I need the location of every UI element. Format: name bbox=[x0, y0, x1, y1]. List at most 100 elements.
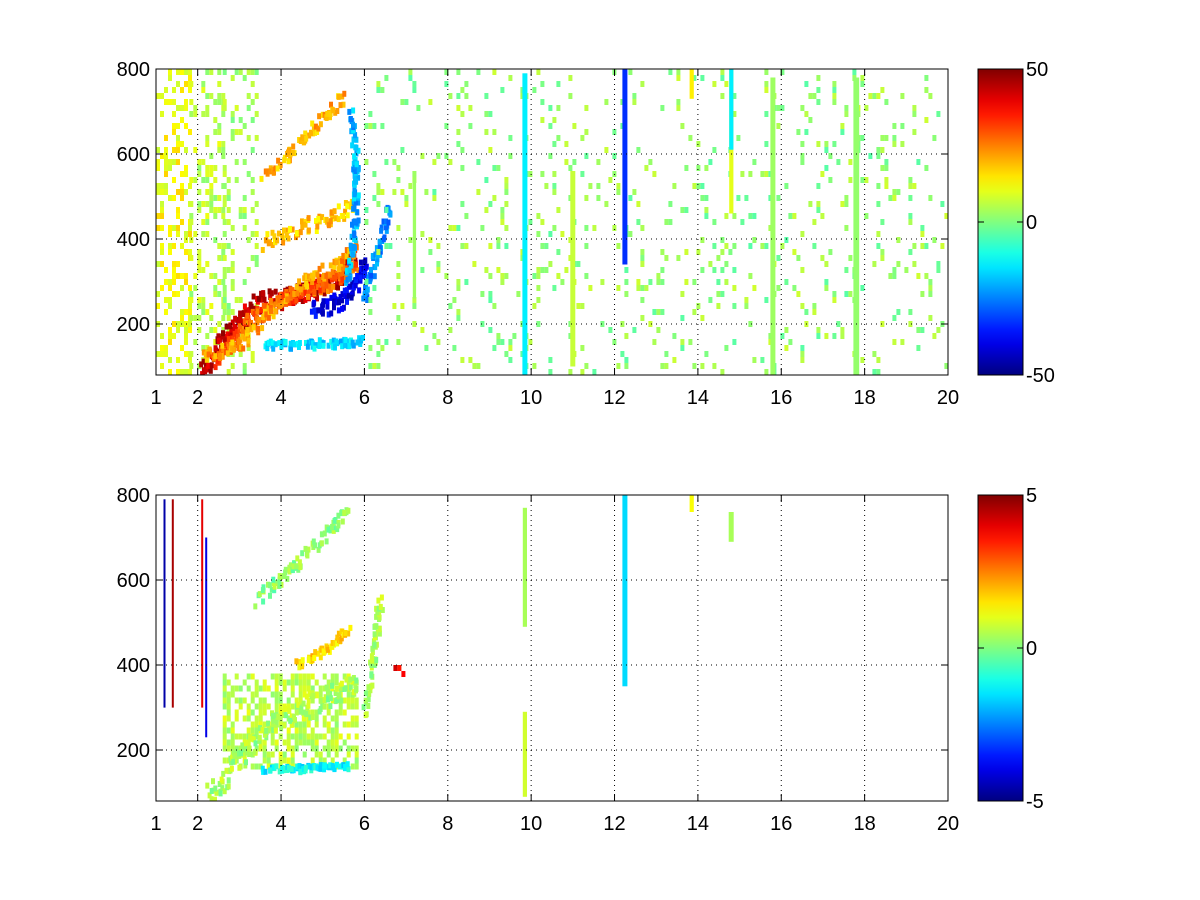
curve-cell bbox=[279, 573, 284, 580]
scatter-cell bbox=[460, 243, 465, 249]
curve-cell bbox=[303, 545, 308, 552]
curve-cell bbox=[374, 245, 379, 252]
curve-cell bbox=[346, 766, 351, 773]
curve-cell bbox=[294, 658, 299, 665]
scatter-cell bbox=[420, 267, 425, 273]
scatter-cell bbox=[456, 105, 461, 111]
curve-cell bbox=[369, 653, 374, 660]
scatter-cell bbox=[812, 303, 817, 309]
curve-cell bbox=[353, 237, 358, 244]
scatter-cell bbox=[800, 153, 805, 159]
scatter-cell bbox=[916, 345, 921, 351]
scatter-cell bbox=[364, 159, 369, 165]
band-cell bbox=[168, 285, 172, 291]
band-cell bbox=[189, 81, 194, 87]
band-cell bbox=[298, 679, 303, 686]
band-cell bbox=[326, 709, 331, 716]
scatter-cell bbox=[536, 285, 541, 291]
scatter-cell bbox=[884, 159, 889, 165]
band-cell bbox=[201, 111, 206, 117]
curve-cell bbox=[349, 291, 354, 298]
scatter-cell bbox=[632, 93, 637, 99]
curve-cell bbox=[280, 339, 285, 346]
scatter-cell bbox=[412, 297, 417, 303]
curve-cell bbox=[203, 351, 208, 358]
band-cell bbox=[188, 129, 192, 135]
band-cell bbox=[201, 231, 206, 237]
scatter-cell bbox=[380, 123, 385, 129]
band-cell bbox=[189, 255, 194, 261]
band-cell bbox=[168, 327, 172, 333]
scatter-cell bbox=[568, 75, 573, 81]
curve-cell bbox=[356, 217, 361, 224]
band-cell bbox=[213, 273, 218, 279]
scatter-cell bbox=[484, 207, 489, 213]
curve-cell bbox=[300, 218, 304, 225]
curve-cell bbox=[320, 702, 325, 709]
curve-cell bbox=[310, 714, 315, 720]
band-cell bbox=[201, 297, 206, 303]
curve-cell bbox=[304, 693, 309, 700]
band-cell bbox=[176, 327, 180, 333]
scatter-cell bbox=[396, 177, 401, 183]
scatter-cell bbox=[460, 357, 465, 363]
band-cell bbox=[282, 751, 287, 758]
band-cell bbox=[188, 75, 192, 81]
band-cell bbox=[330, 715, 335, 722]
band-cell bbox=[176, 69, 180, 75]
band-cell bbox=[197, 255, 202, 261]
curve-cell bbox=[340, 93, 345, 100]
scatter-cell bbox=[584, 273, 589, 279]
band-cell bbox=[222, 69, 227, 75]
curve-cell bbox=[242, 318, 247, 325]
curve-cell bbox=[352, 195, 357, 202]
scatter-cell bbox=[572, 159, 577, 165]
band-cell bbox=[346, 697, 351, 704]
band-cell bbox=[246, 345, 251, 351]
scatter-cell bbox=[848, 177, 853, 183]
curve-cell bbox=[304, 280, 309, 287]
band-cell bbox=[338, 709, 343, 716]
curve-cell bbox=[336, 512, 341, 519]
scatter-cell bbox=[876, 153, 881, 159]
scatter-cell bbox=[496, 333, 501, 339]
band-cell bbox=[197, 249, 202, 255]
band-cell bbox=[176, 369, 180, 375]
scatter-cell bbox=[724, 261, 729, 267]
curve-cell bbox=[297, 296, 302, 302]
curve-cell bbox=[317, 343, 322, 349]
scatter-cell bbox=[504, 183, 509, 189]
scatter-cell bbox=[732, 111, 737, 117]
scatter-cell bbox=[640, 315, 645, 321]
curve-cell bbox=[242, 335, 247, 342]
scatter-cell bbox=[401, 671, 406, 677]
scatter-cell bbox=[908, 219, 913, 225]
band-cell bbox=[234, 733, 239, 740]
curve-cell bbox=[316, 125, 321, 132]
curve-cell bbox=[243, 762, 248, 769]
curve-cell bbox=[311, 274, 316, 281]
band-cell bbox=[193, 111, 198, 117]
curve-cell bbox=[322, 530, 327, 537]
curve-cell bbox=[239, 750, 244, 757]
curve-cell bbox=[237, 338, 242, 345]
scatter-cell bbox=[884, 183, 889, 189]
curve-cell bbox=[271, 724, 276, 730]
scatter-cell bbox=[704, 213, 709, 219]
curve-cell bbox=[267, 582, 272, 589]
scatter-cell bbox=[464, 279, 469, 285]
curve-cell bbox=[375, 629, 380, 636]
band-cell bbox=[156, 225, 160, 231]
scatter-cell bbox=[444, 123, 449, 129]
scatter-cell bbox=[764, 111, 769, 117]
band-cell bbox=[184, 81, 188, 87]
x-tick-label: 1 bbox=[150, 387, 161, 409]
curve-cell bbox=[228, 323, 233, 330]
curve-cell bbox=[277, 768, 282, 775]
band-cell bbox=[254, 721, 259, 728]
scatter-cell bbox=[820, 171, 825, 177]
band-cell bbox=[290, 703, 295, 710]
curve-cell bbox=[353, 168, 358, 174]
band-cell bbox=[205, 105, 210, 111]
